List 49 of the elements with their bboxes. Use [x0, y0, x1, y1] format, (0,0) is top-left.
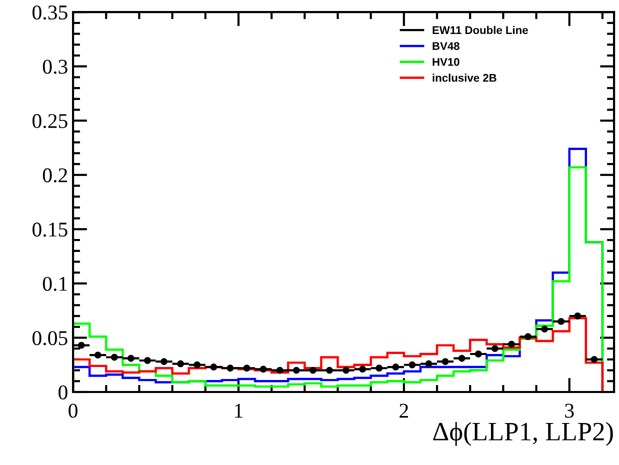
y-tick-label: 0.05 [32, 331, 68, 346]
point [127, 354, 134, 362]
y-tick-label: 0 [58, 385, 68, 400]
x-tick-label: 2 [400, 404, 408, 418]
y-tick-label: 0.25 [32, 114, 68, 128]
point [574, 312, 582, 320]
point [292, 366, 300, 374]
y-tick-label: 0.15 [32, 222, 68, 237]
point [94, 352, 102, 359]
point [376, 364, 383, 372]
point [309, 366, 316, 374]
point [392, 364, 400, 370]
point [160, 358, 168, 366]
x-tick-label: 1 [235, 404, 242, 418]
legend-label: HV10 [432, 58, 460, 66]
point [359, 366, 366, 373]
x-tick-label: 0 [68, 404, 78, 418]
point [442, 358, 449, 366]
point [144, 357, 151, 364]
point [260, 366, 267, 373]
legend-label: BV48 [432, 42, 460, 50]
point [110, 354, 118, 361]
point [243, 364, 250, 372]
point [177, 360, 184, 368]
point [408, 361, 416, 368]
point [508, 340, 515, 348]
y-tick-label: 0.1 [42, 276, 67, 291]
legend-label: EW11 Double Line [432, 26, 528, 34]
x-axis-title: Δϕ(LLP1, LLP2) [433, 422, 613, 446]
point [194, 361, 201, 368]
point [276, 366, 284, 374]
y-tick-label: 0.35 [32, 5, 68, 20]
x-tick-label: 3 [565, 404, 574, 418]
y-tick-label: 0.3 [42, 60, 68, 74]
point [524, 333, 532, 340]
point [491, 345, 498, 352]
point [558, 318, 565, 325]
point [326, 366, 333, 374]
legend-label: inclusive 2B [432, 74, 496, 82]
point [78, 342, 85, 349]
point [425, 360, 432, 368]
point [474, 350, 482, 358]
point [541, 326, 548, 333]
point [342, 366, 350, 374]
point [590, 356, 598, 363]
point [458, 354, 466, 362]
point [226, 364, 234, 372]
point [210, 364, 218, 370]
y-tick-label: 0.2 [42, 168, 68, 182]
